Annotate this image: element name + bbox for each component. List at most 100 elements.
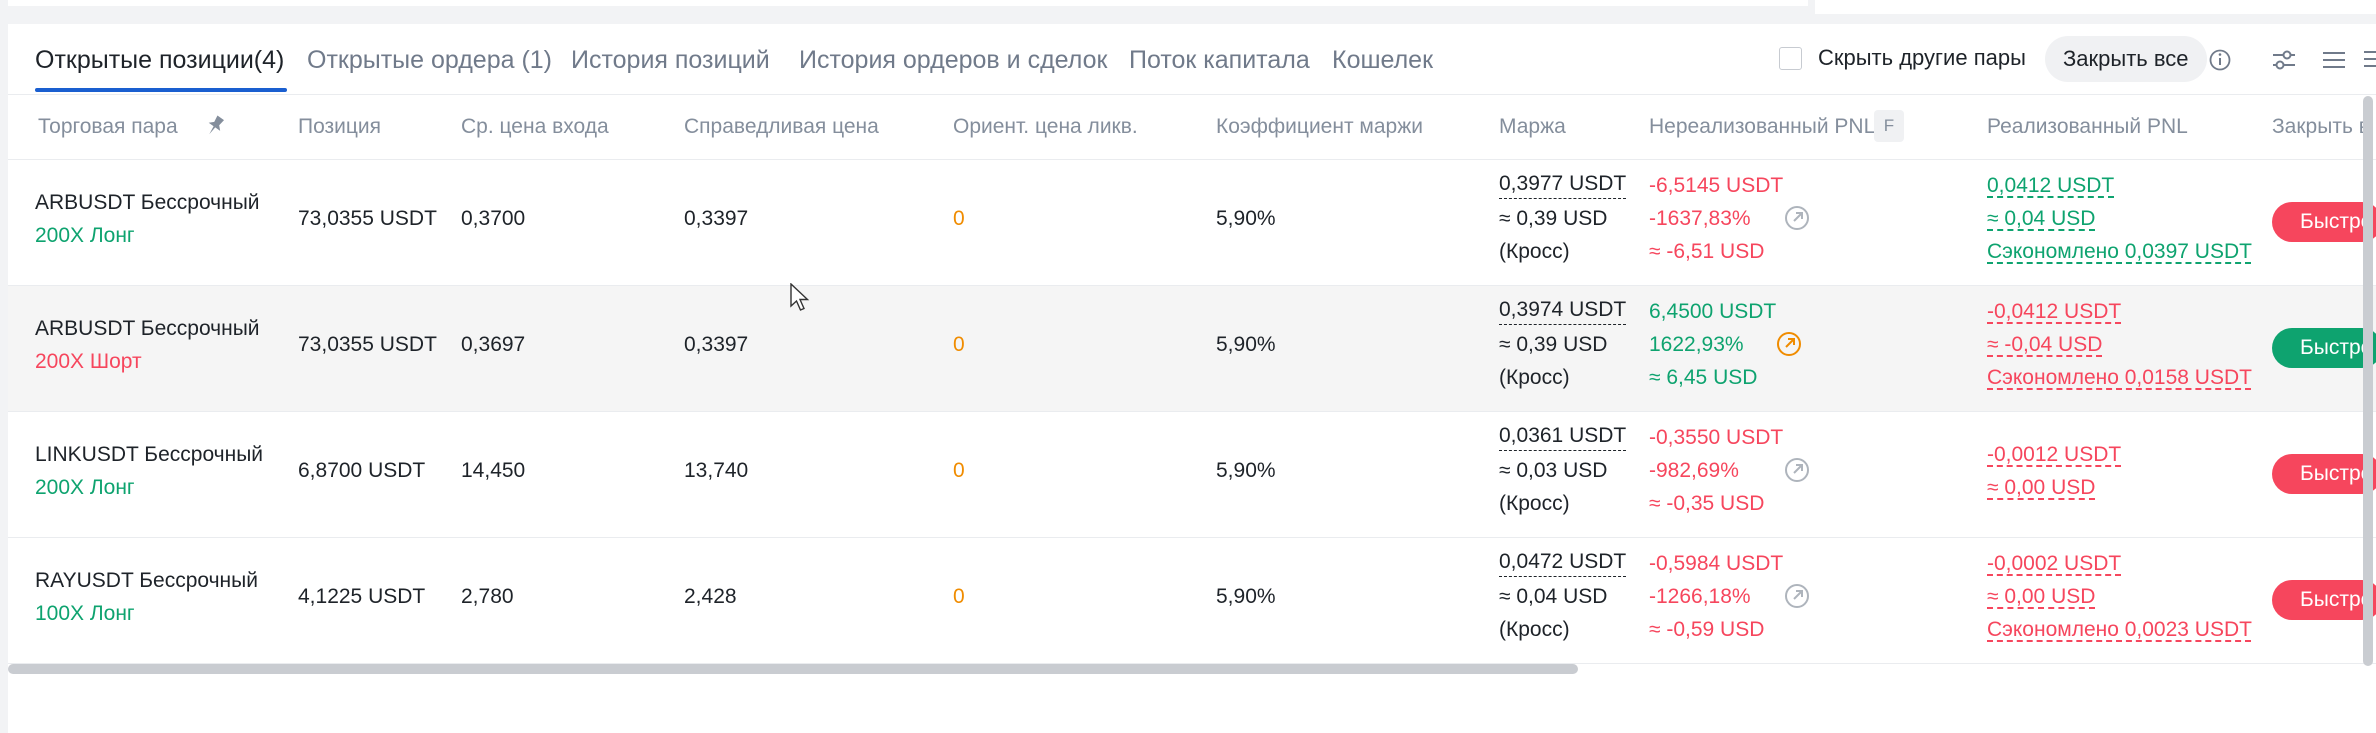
hide-other-pairs-toggle[interactable]: Скрыть другие пары bbox=[1779, 45, 2026, 71]
table-row: ARBUSDT Бессрочный 200X Шорт 73,0355 USD… bbox=[8, 286, 2376, 412]
margin-mode: (Кросс) bbox=[1499, 366, 1570, 389]
col-header-margin[interactable]: Маржа bbox=[1499, 115, 1566, 138]
margin-usdt[interactable]: 0,0472 USDT bbox=[1499, 547, 1627, 577]
margin-mode: (Кросс) bbox=[1499, 618, 1570, 641]
share-pnl-icon[interactable] bbox=[1782, 581, 1812, 611]
quick-close-button[interactable]: Быстро bbox=[2272, 454, 2376, 494]
pair-name[interactable]: RAYUSDT Бессрочный bbox=[35, 569, 258, 592]
realized-pnl-usd[interactable]: ≈ 0,04 USD bbox=[1987, 207, 2096, 230]
realized-pnl-usd[interactable]: ≈ 0,00 USD bbox=[1987, 585, 2096, 608]
unrealized-pnl-usd: ≈ -0,35 USD bbox=[1649, 492, 1765, 515]
liq-price: 0 bbox=[953, 207, 965, 230]
tab-wallet[interactable]: Кошелек bbox=[1332, 46, 1434, 74]
close-all-button[interactable]: Закрыть все bbox=[2045, 36, 2207, 82]
position-size: 73,0355 USDT bbox=[298, 207, 437, 230]
unrealized-pnl-usd: ≈ 6,45 USD bbox=[1649, 366, 1758, 389]
col-header-fair-price[interactable]: Справедливая цена bbox=[684, 115, 879, 138]
unrealized-pnl-usd: ≈ -6,51 USD bbox=[1649, 240, 1765, 263]
tab-open-positions[interactable]: Открытые позиции(4) bbox=[35, 46, 285, 74]
fair-price: 13,740 bbox=[684, 459, 749, 482]
pin-icon[interactable] bbox=[202, 113, 228, 139]
margin-ratio: 5,90% bbox=[1216, 585, 1276, 608]
fair-price: 2,428 bbox=[684, 585, 737, 608]
tab-open-orders[interactable]: Открытые ордера (1) bbox=[307, 46, 553, 74]
entry-price: 14,450 bbox=[461, 459, 526, 482]
unrealized-pnl-usdt: -0,3550 USDT bbox=[1649, 426, 1784, 449]
col-header-unrealized-pnl[interactable]: Нереализованный PNL bbox=[1649, 115, 1876, 138]
leverage-side: 200X Лонг bbox=[35, 224, 135, 247]
list-menu-icon[interactable] bbox=[2320, 46, 2348, 74]
fair-price: 0,3397 bbox=[684, 207, 749, 230]
tab-position-history[interactable]: История позиций bbox=[571, 46, 770, 74]
table-row: LINKUSDT Бессрочный 200X Лонг 6,8700 USD… bbox=[8, 412, 2376, 538]
col-header-pair[interactable]: Торговая пара bbox=[38, 115, 178, 138]
margin-mode: (Кросс) bbox=[1499, 492, 1570, 515]
col-header-realized-pnl[interactable]: Реализованный PNL bbox=[1987, 115, 2188, 138]
entry-price: 0,3697 bbox=[461, 333, 526, 356]
info-icon[interactable] bbox=[2206, 46, 2234, 74]
unrealized-pnl-usdt: -6,5145 USDT bbox=[1649, 174, 1784, 197]
entry-price: 2,780 bbox=[461, 585, 514, 608]
leverage-side: 100X Лонг bbox=[35, 602, 135, 625]
filter-settings-icon[interactable] bbox=[2270, 46, 2298, 74]
fair-price: 0,3397 bbox=[684, 333, 749, 356]
realized-pnl-usdt[interactable]: -0,0002 USDT bbox=[1987, 552, 2122, 575]
leverage-side: 200X Шорт bbox=[35, 350, 142, 373]
tab-capital-flow[interactable]: Поток капитала bbox=[1129, 46, 1310, 74]
fee-saved[interactable]: Сэкономлено 0,0397 USDT bbox=[1987, 240, 2252, 263]
fee-saved[interactable]: Сэкономлено 0,0023 USDT bbox=[1987, 618, 2252, 641]
unrealized-pnl-percent: 1622,93% bbox=[1649, 333, 1744, 356]
tab-bar: Открытые позиции(4) Открытые ордера (1) … bbox=[8, 24, 2376, 95]
pair-name[interactable]: LINKUSDT Бессрочный bbox=[35, 443, 264, 466]
quick-close-button[interactable]: Быстро bbox=[2272, 202, 2376, 242]
table-row: RAYUSDT Бессрочный 100X Лонг 4,1225 USDT… bbox=[8, 538, 2376, 664]
liq-price: 0 bbox=[953, 333, 965, 356]
margin-usdt[interactable]: 0,3974 USDT bbox=[1499, 295, 1627, 325]
margin-usd: ≈ 0,03 USD bbox=[1499, 459, 1608, 482]
col-header-position[interactable]: Позиция bbox=[298, 115, 382, 138]
top-card-edge bbox=[8, 0, 1808, 6]
pair-name[interactable]: ARBUSDT Бессрочный bbox=[35, 317, 260, 340]
unrealized-pnl-percent: -982,69% bbox=[1649, 459, 1739, 482]
pnl-mode-badge[interactable]: F bbox=[1874, 110, 1904, 142]
pair-name[interactable]: ARBUSDT Бессрочный bbox=[35, 191, 260, 214]
vertical-scrollbar[interactable] bbox=[2363, 96, 2373, 666]
margin-usd: ≈ 0,39 USD bbox=[1499, 333, 1608, 356]
share-pnl-icon[interactable] bbox=[1774, 329, 1804, 359]
realized-pnl-usdt[interactable]: -0,0012 USDT bbox=[1987, 443, 2122, 466]
positions-panel: Открытые позиции(4) Открытые ордера (1) … bbox=[8, 24, 2376, 733]
quick-close-button[interactable]: Быстро bbox=[2272, 580, 2376, 620]
share-pnl-icon[interactable] bbox=[1782, 455, 1812, 485]
unrealized-pnl-percent: -1266,18% bbox=[1649, 585, 1751, 608]
margin-ratio: 5,90% bbox=[1216, 333, 1276, 356]
margin-usd: ≈ 0,39 USD bbox=[1499, 207, 1608, 230]
position-size: 73,0355 USDT bbox=[298, 333, 437, 356]
active-tab-underline bbox=[35, 88, 287, 92]
share-pnl-icon[interactable] bbox=[1782, 203, 1812, 233]
quick-close-button[interactable]: Быстро bbox=[2272, 328, 2376, 368]
realized-pnl-usd[interactable]: ≈ 0,00 USD bbox=[1987, 476, 2096, 499]
horizontal-scrollbar[interactable] bbox=[8, 664, 1578, 674]
hide-other-pairs-checkbox[interactable] bbox=[1779, 46, 1802, 70]
unrealized-pnl-usdt: 6,4500 USDT bbox=[1649, 300, 1777, 323]
realized-pnl-usdt[interactable]: -0,0412 USDT bbox=[1987, 300, 2122, 323]
col-header-liq-price[interactable]: Ориент. цена ликв. bbox=[953, 115, 1138, 138]
col-header-close[interactable]: Закрыть в bbox=[2272, 115, 2370, 138]
unrealized-pnl-usd: ≈ -0,59 USD bbox=[1649, 618, 1765, 641]
mouse-cursor-icon bbox=[790, 283, 810, 311]
liq-price: 0 bbox=[953, 459, 965, 482]
col-header-margin-ratio[interactable]: Коэффициент маржи bbox=[1216, 115, 1423, 138]
margin-usd: ≈ 0,04 USD bbox=[1499, 585, 1608, 608]
more-options-icon[interactable] bbox=[2362, 46, 2376, 74]
col-header-entry-price[interactable]: Ср. цена входа bbox=[461, 115, 609, 138]
hide-other-pairs-label: Скрыть другие пары bbox=[1818, 45, 2026, 70]
realized-pnl-usdt[interactable]: 0,0412 USDT bbox=[1987, 174, 2115, 197]
tab-order-trade-history[interactable]: История ордеров и сделок bbox=[799, 46, 1108, 74]
fee-saved[interactable]: Сэкономлено 0,0158 USDT bbox=[1987, 366, 2252, 389]
margin-usdt[interactable]: 0,0361 USDT bbox=[1499, 421, 1627, 451]
top-right-card-edge bbox=[1815, 0, 2376, 14]
margin-usdt[interactable]: 0,3977 USDT bbox=[1499, 169, 1627, 199]
entry-price: 0,3700 bbox=[461, 207, 526, 230]
realized-pnl-usd[interactable]: ≈ -0,04 USD bbox=[1987, 333, 2103, 356]
margin-ratio: 5,90% bbox=[1216, 459, 1276, 482]
